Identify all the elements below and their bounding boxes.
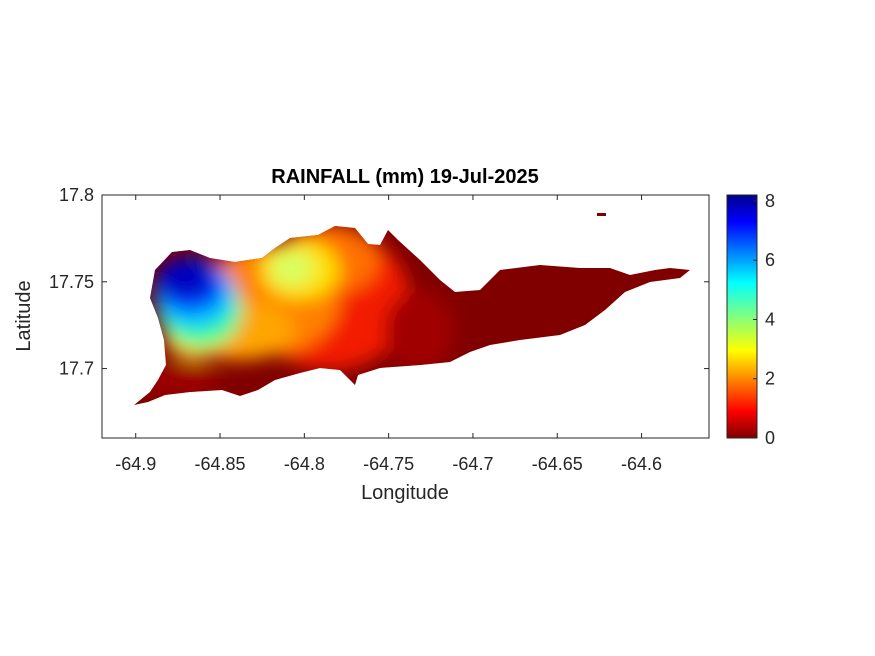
colorbar-ticks: 0 2 4 6 8 [753, 191, 775, 448]
colorbar [726, 194, 758, 439]
y-tick-label: 17.7 [59, 359, 94, 379]
x-tick-label: -64.7 [452, 454, 493, 474]
y-tick-label: 17.75 [49, 272, 94, 292]
x-axis-label: Longitude [361, 482, 449, 504]
x-tick-label: -64.65 [532, 454, 583, 474]
colorbar-tick-label: 4 [765, 309, 775, 329]
colorbar-tick-label: 2 [765, 369, 775, 389]
x-tick-label: -64.8 [284, 454, 325, 474]
colorbar-tick-label: 0 [765, 428, 775, 448]
x-axis-ticks: -64.9 -64.85 -64.8 -64.75 -64.7 -64.65 -64.6 [115, 195, 662, 474]
y-axis-label: Latitude [13, 280, 35, 351]
small-islet [597, 213, 606, 216]
y-axis-ticks: 17.7 17.75 17.8 [49, 185, 709, 379]
chart-title: RAINFALL (mm) 19-Jul-2025 [271, 166, 538, 188]
x-tick-label: -64.6 [621, 454, 662, 474]
x-tick-label: -64.75 [363, 454, 414, 474]
y-tick-label: 17.8 [59, 185, 94, 205]
colorbar-tick-label: 6 [765, 250, 775, 270]
x-tick-label: -64.9 [115, 454, 156, 474]
colorbar-tick-label: 8 [765, 191, 775, 211]
x-tick-label: -64.85 [195, 454, 246, 474]
